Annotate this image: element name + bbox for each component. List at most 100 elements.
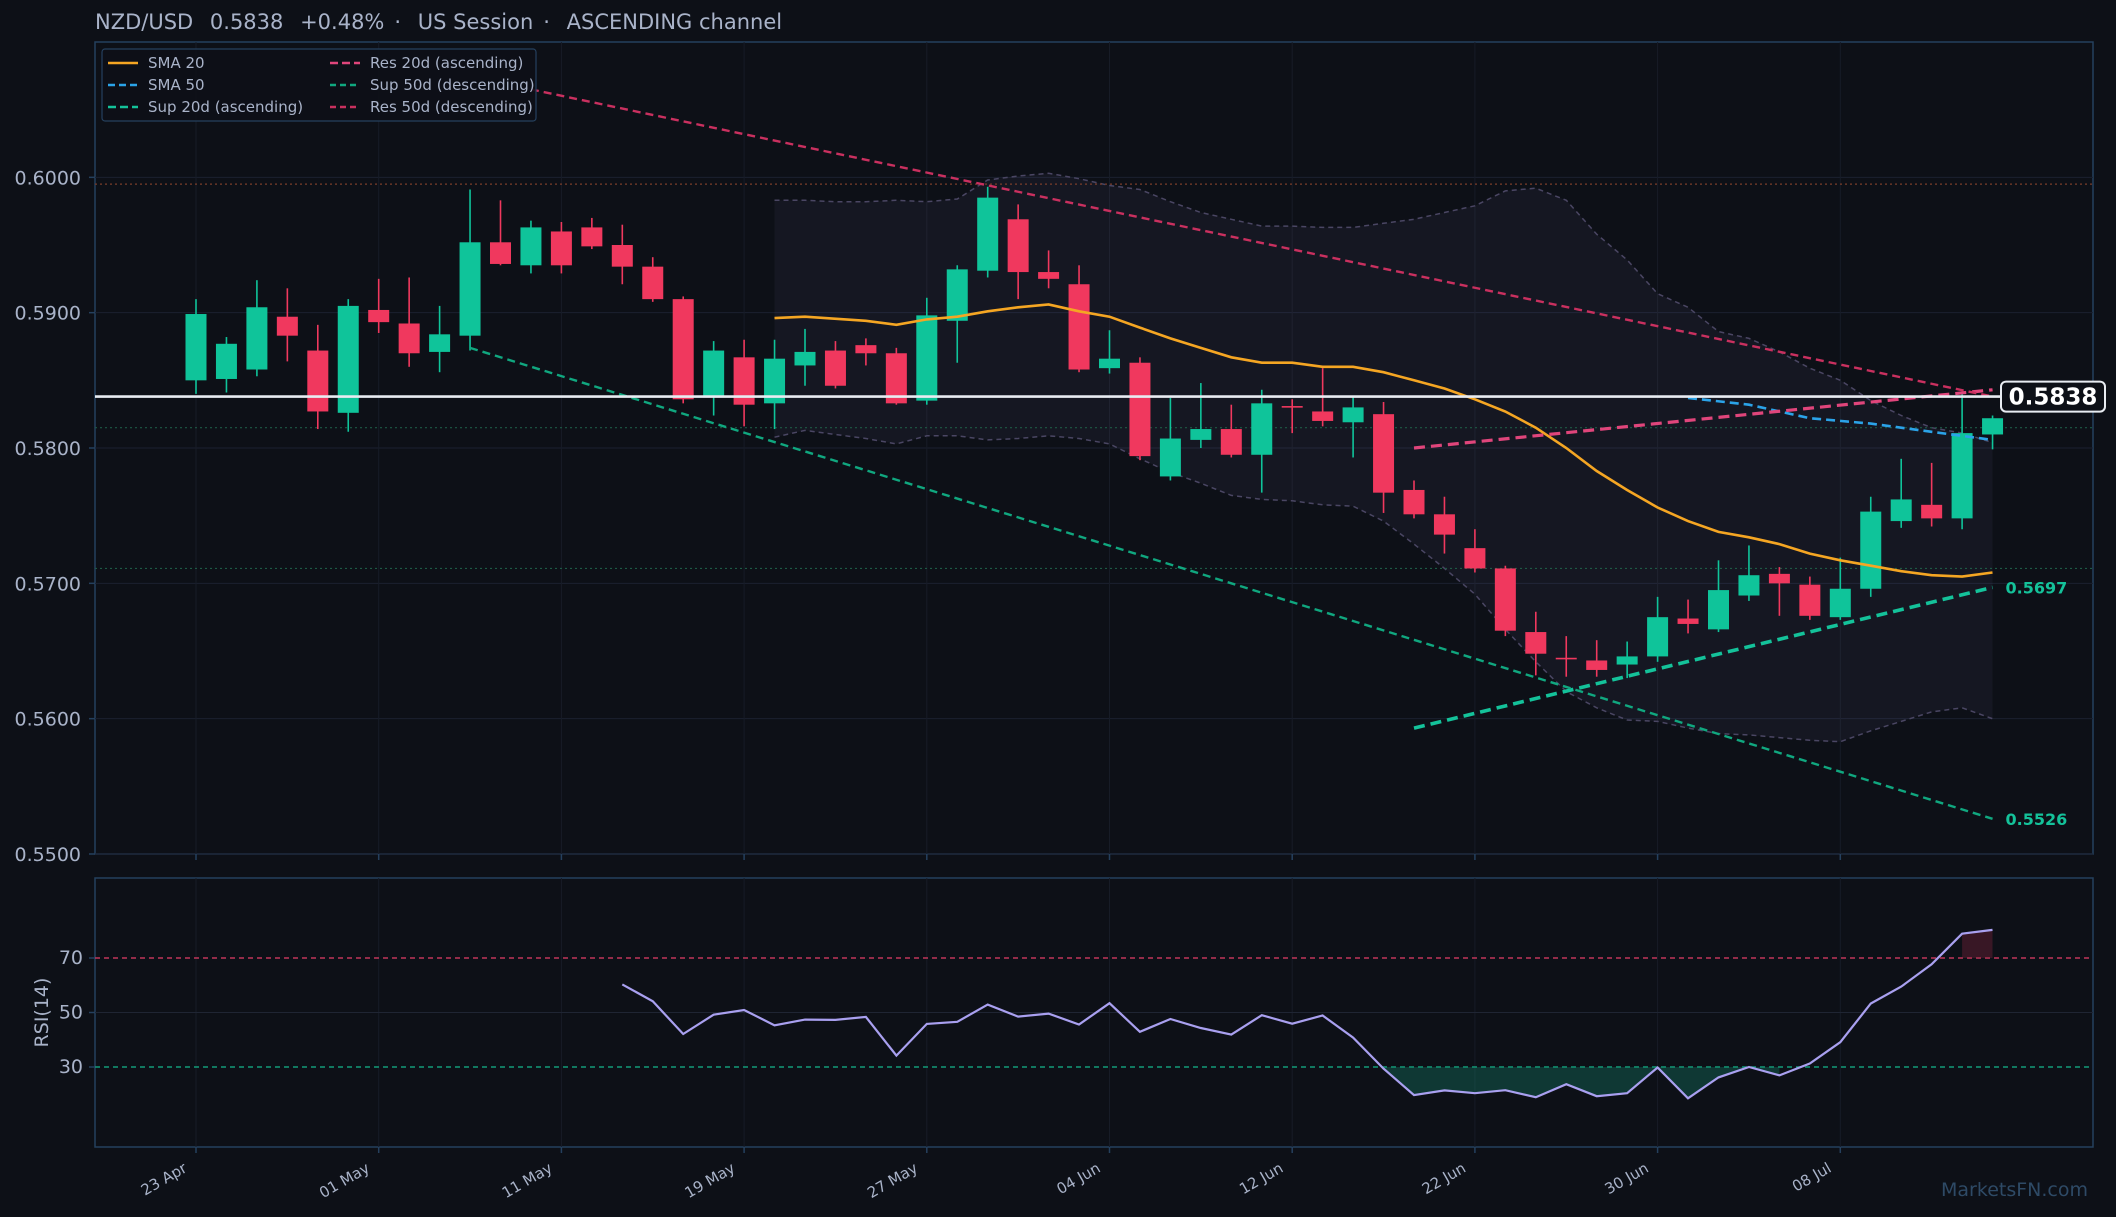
x-tick-label: 12 Jun xyxy=(1236,1159,1286,1198)
candle xyxy=(916,297,938,405)
candle xyxy=(1403,480,1425,519)
candle xyxy=(1373,401,1395,513)
candle-body xyxy=(1860,511,1882,589)
candle xyxy=(550,221,572,274)
candle-body xyxy=(1829,588,1851,618)
legend-box xyxy=(101,48,537,122)
candle-body xyxy=(1982,418,2004,435)
candle-body xyxy=(1373,414,1395,493)
x-tick-label: 23 Apr xyxy=(138,1158,191,1199)
x-tick-label: 08 Jul xyxy=(1789,1159,1834,1196)
level-annotation: 0.5697 xyxy=(2006,578,2068,597)
session-label: US Session xyxy=(417,10,534,34)
candle-body xyxy=(307,350,329,412)
candle-body xyxy=(185,314,207,381)
separator-dot: · xyxy=(394,10,402,34)
candle xyxy=(520,220,542,274)
candle xyxy=(1099,330,1120,374)
last-price-box xyxy=(2000,380,2106,413)
candle xyxy=(977,186,999,278)
trendline xyxy=(1413,388,1993,450)
candle xyxy=(764,339,786,430)
y-tick-label: 0.5800 xyxy=(15,438,81,460)
rsi-tick-label: 50 xyxy=(59,1002,83,1024)
candle-body xyxy=(429,334,451,352)
candle xyxy=(1860,496,1882,597)
candle xyxy=(1982,415,2004,450)
rsi-axis-label: RSI(14) xyxy=(31,978,53,1048)
candle xyxy=(1677,599,1699,634)
candle-body xyxy=(1555,657,1577,660)
candle-body xyxy=(642,266,664,300)
candle xyxy=(581,217,603,250)
candle xyxy=(1799,576,1821,620)
candle-body xyxy=(215,343,237,379)
candle xyxy=(946,265,968,363)
candle-body xyxy=(1951,433,1973,519)
candle xyxy=(855,338,877,366)
candle-body xyxy=(611,245,633,267)
candle-body xyxy=(1586,660,1608,670)
candle-body xyxy=(1494,568,1516,631)
candle-body xyxy=(490,242,511,264)
candle-body xyxy=(855,345,877,354)
candle xyxy=(1342,396,1364,458)
candle-body xyxy=(1677,618,1699,624)
candle xyxy=(1220,404,1242,458)
chart-header: NZD/USD 0.5838 +0.48% · US Session · ASCEN… xyxy=(95,10,792,34)
candle-body xyxy=(1738,575,1760,596)
legend-label: Sup 50d (descending) xyxy=(370,76,535,94)
candle xyxy=(368,278,390,333)
channel-label: ASCENDING channel xyxy=(566,10,783,34)
candle-body xyxy=(916,315,938,401)
candle-body xyxy=(824,350,846,386)
candle xyxy=(1281,399,1303,434)
candle-body xyxy=(550,231,572,266)
candle xyxy=(337,299,359,432)
candle-body xyxy=(520,227,542,266)
candle xyxy=(885,347,907,405)
candle-body xyxy=(276,316,298,336)
price-panel: 0.5838 0.5697 0.5526 0.5500 0.5600 0.5700 0.58… xyxy=(15,41,2106,866)
candle-body xyxy=(1281,406,1303,408)
candle xyxy=(1890,458,1912,528)
candle-body xyxy=(703,350,725,397)
candle xyxy=(794,328,816,386)
candle-body xyxy=(581,227,603,247)
candle-body xyxy=(1220,429,1242,455)
candle-body xyxy=(1312,411,1334,421)
candle-body xyxy=(672,299,694,400)
candle xyxy=(398,277,420,367)
candle-body xyxy=(885,353,907,404)
legend-label: SMA 50 xyxy=(148,76,205,94)
candle-body xyxy=(1007,219,1029,273)
candle xyxy=(276,288,298,362)
separator-dot: · xyxy=(543,10,550,34)
x-tick-label: 27 May xyxy=(864,1159,921,1202)
candle-body xyxy=(1708,590,1729,630)
rsi-panel: 30 50 70 RSI(14) xyxy=(31,877,2094,1148)
candle xyxy=(1738,545,1760,601)
candle-body xyxy=(368,309,390,323)
legend-label: SMA 20 xyxy=(148,54,205,72)
symbol-label: NZD/USD xyxy=(95,10,194,34)
candle xyxy=(1494,565,1516,637)
candle xyxy=(1555,636,1577,677)
candle-body xyxy=(1159,438,1181,477)
candle-body xyxy=(1525,632,1547,654)
legend: SMA 20 SMA 50 Sup 20d (ascending) Res 20d (… xyxy=(101,48,537,122)
y-tick-label: 0.6000 xyxy=(15,167,81,189)
candle xyxy=(1921,462,1943,527)
candle-body xyxy=(1038,272,1060,279)
candle-body xyxy=(1433,514,1455,535)
candle-body xyxy=(1129,362,1151,457)
x-tick-label: 30 Jun xyxy=(1602,1159,1652,1198)
bollinger-lower-line xyxy=(774,429,1993,743)
candle xyxy=(703,341,725,416)
candle-body xyxy=(794,351,816,366)
candle-body xyxy=(1768,573,1790,584)
legend-label: Sup 20d (ascending) xyxy=(148,98,303,116)
candle xyxy=(1129,357,1151,461)
